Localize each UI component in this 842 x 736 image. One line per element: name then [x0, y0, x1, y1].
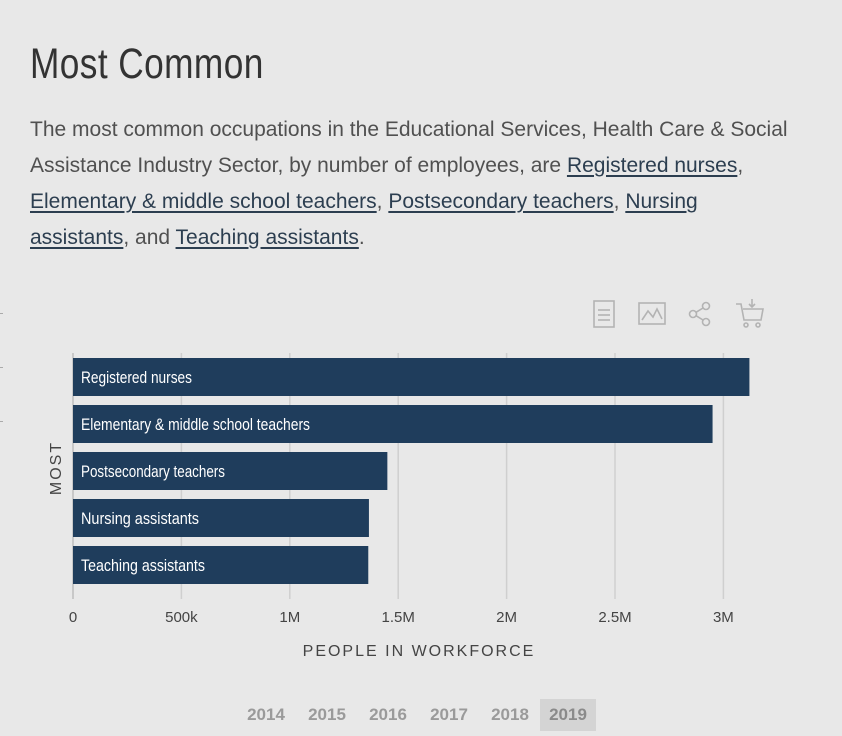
cart-download-icon[interactable] [734, 298, 766, 330]
bar-label: Postsecondary teachers [81, 462, 225, 481]
separator: , [376, 190, 389, 213]
description: The most common occupations in the Educa… [30, 112, 790, 256]
edge-tick [0, 367, 3, 368]
year-option-2014[interactable]: 2014 [247, 705, 285, 724]
edge-tick [0, 313, 3, 314]
bar-label: Nursing assistants [81, 509, 199, 528]
separator: . [358, 226, 365, 249]
bar-label: Teaching assistants [81, 556, 205, 575]
link-nursing-assistants[interactable]: Nursing assistants [30, 190, 698, 249]
bar [73, 358, 750, 396]
x-tick-label: 500k [165, 609, 198, 626]
x-tick-label: 2.5M [598, 609, 631, 626]
x-tick-label: 3M [713, 609, 734, 626]
share-icon[interactable] [684, 298, 716, 330]
edge-tick [0, 421, 3, 422]
separator: , [613, 190, 626, 213]
bar [73, 499, 369, 537]
link-elementary-middle-school-teachers[interactable]: Elementary & middle school teachers [30, 190, 377, 213]
bar-label: Elementary & middle school teachers [81, 415, 310, 434]
x-tick-label: 2M [496, 609, 517, 626]
bar-chart: Registered nurses Elementary & middle sch… [48, 353, 750, 660]
year-option-2015[interactable]: 2015 [308, 705, 346, 724]
bar [73, 405, 713, 443]
separator: , and [123, 226, 176, 249]
x-tick-label: 0 [69, 609, 77, 626]
bar [73, 452, 388, 490]
separator: , [737, 154, 744, 177]
description-text: The most common occupations in the Educa… [30, 118, 788, 177]
year-option-2019[interactable]: 2019 [540, 699, 596, 731]
bar [73, 546, 369, 584]
link-teaching-assistants[interactable]: Teaching assistants [175, 226, 359, 249]
x-tick-label: 1M [279, 609, 300, 626]
x-axis-title: PEOPLE IN WORKFORCE [303, 643, 536, 660]
page-title: Most Common [30, 40, 264, 88]
bar-label: Registered nurses [81, 368, 192, 387]
x-tick-label: 1.5M [382, 609, 415, 626]
image-icon[interactable] [636, 298, 668, 330]
year-option-2016[interactable]: 2016 [369, 705, 407, 724]
link-registered-nurses[interactable]: Registered nurses [566, 154, 738, 177]
year-option-2018[interactable]: 2018 [491, 705, 529, 724]
link-postsecondary-teachers[interactable]: Postsecondary teachers [388, 190, 614, 213]
document-icon[interactable] [588, 298, 620, 330]
year-option-2017[interactable]: 2017 [430, 705, 468, 724]
y-axis-title: MOST [48, 441, 65, 495]
